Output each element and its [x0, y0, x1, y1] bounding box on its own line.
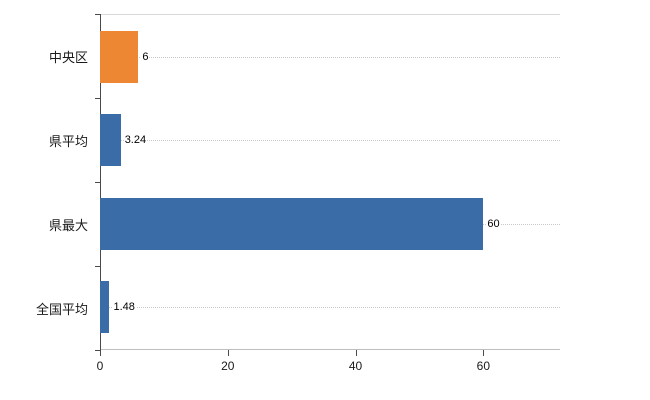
x-axis-tick-label: 40	[348, 359, 363, 373]
bar-rows: 6 3.24 60 1.48	[100, 15, 560, 349]
bar-row: 1.48	[100, 266, 560, 350]
category-label: 中央区	[48, 49, 88, 65]
plot-area: 6 3.24 60 1.48	[100, 14, 560, 350]
y-axis-tick	[95, 350, 100, 351]
bar-row: 60	[100, 182, 560, 266]
value-label: 60	[486, 217, 501, 230]
category-label: 県平均	[48, 133, 88, 149]
y-axis-tick	[95, 14, 100, 15]
value-label: 1.48	[112, 301, 136, 314]
y-axis-line	[100, 14, 101, 351]
bar	[100, 30, 139, 83]
bar-row: 3.24	[100, 99, 560, 183]
value-label: 6	[141, 50, 150, 63]
x-axis-tick	[227, 350, 229, 356]
category-label: 県最大	[48, 217, 88, 233]
gridline	[100, 307, 560, 309]
y-axis-tick	[95, 182, 100, 183]
bar-row: 6	[100, 15, 560, 99]
bar	[100, 281, 110, 334]
bar	[100, 114, 121, 167]
x-axis-tick-label: 0	[96, 359, 104, 373]
x-axis-tick-label: 60	[476, 359, 491, 373]
y-axis-tick	[95, 98, 100, 99]
y-axis-tick	[95, 266, 100, 267]
gridline	[100, 56, 560, 58]
gridline	[100, 140, 560, 142]
x-axis-tick	[100, 350, 101, 356]
category-axis-labels: 中央区県平均県最大全国平均	[0, 14, 94, 350]
x-axis: 0 20 40 60	[96, 350, 560, 384]
x-axis-tick	[483, 350, 485, 356]
bar	[100, 197, 484, 250]
category-label: 全国平均	[35, 301, 88, 317]
value-label: 3.24	[123, 134, 148, 147]
x-axis-tick	[355, 350, 357, 356]
x-axis-tick-label: 20	[221, 359, 235, 373]
